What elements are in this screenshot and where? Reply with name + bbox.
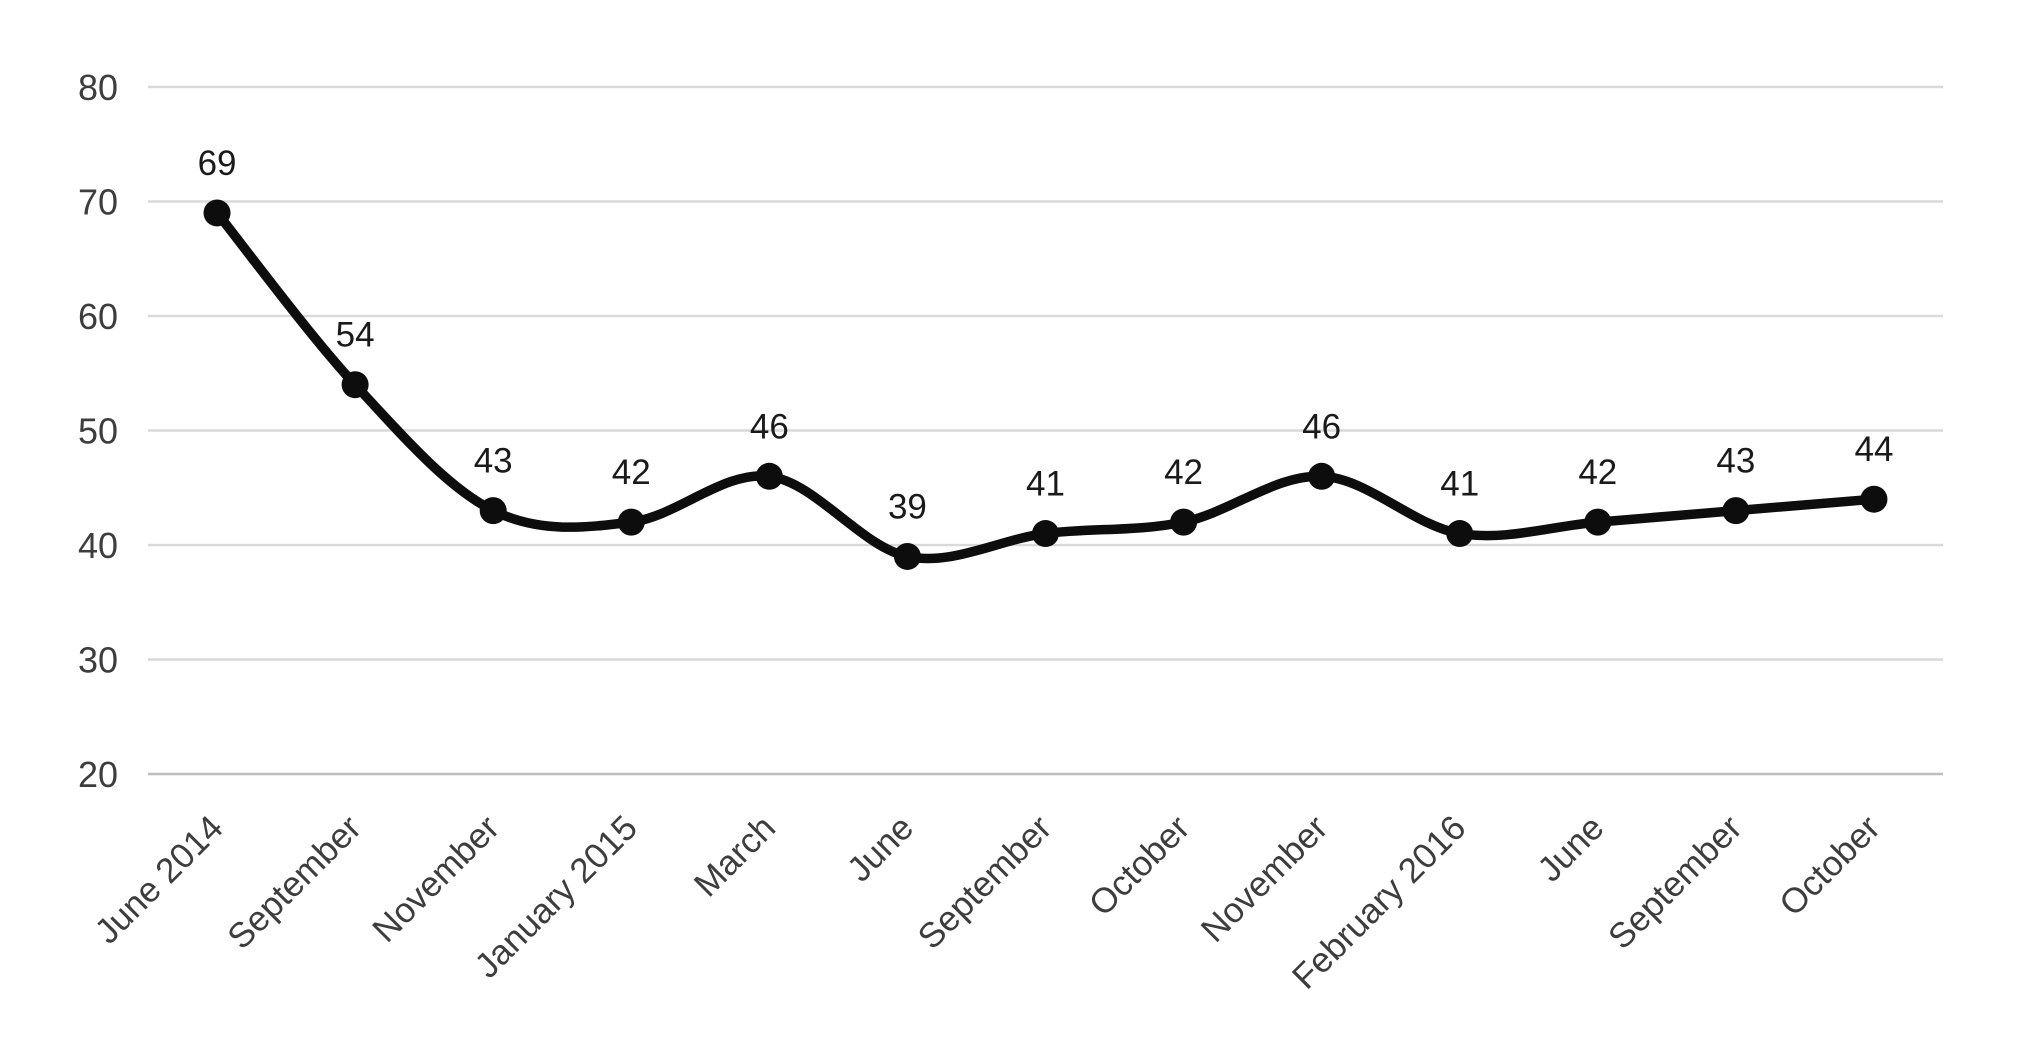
data-point-label: 41 [1026,465,1065,504]
data-point-label: 42 [1164,453,1203,492]
data-point-marker [755,462,783,490]
y-tick-label: 40 [78,525,118,566]
data-point-marker [893,542,921,570]
y-tick-label: 70 [78,182,118,223]
data-point-marker [1446,520,1474,548]
data-point-label: 42 [1578,453,1617,492]
data-point-marker [1170,508,1198,536]
y-tick-label: 30 [78,640,118,681]
data-point-label: 43 [1716,442,1755,481]
data-point-label: 42 [612,453,651,492]
data-point-marker [203,199,231,227]
data-point-label: 44 [1854,430,1893,469]
data-point-marker [479,497,507,525]
y-tick-label: 50 [78,411,118,452]
data-point-marker [1584,508,1612,536]
data-point-label: 69 [198,144,237,183]
data-point-label: 46 [750,407,789,446]
data-point-label: 39 [888,487,927,526]
y-tick-label: 20 [78,754,118,795]
data-point-marker [1860,485,1888,513]
y-tick-label: 60 [78,296,118,337]
data-point-label: 41 [1440,465,1479,504]
data-point-marker [341,371,369,399]
data-point-marker [617,508,645,536]
data-point-label: 54 [336,316,375,355]
data-point-marker [1722,497,1750,525]
data-point-label: 43 [474,442,513,481]
data-point-marker [1308,462,1336,490]
data-point-label: 46 [1302,407,1341,446]
y-tick-label: 80 [78,67,118,108]
data-point-marker [1032,520,1059,548]
